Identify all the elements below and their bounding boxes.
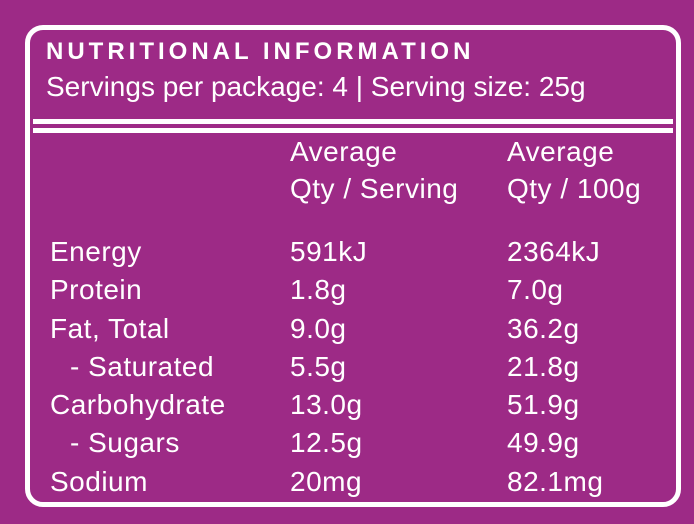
servings-info: Servings per package: 4 | Serving size: … xyxy=(46,71,586,102)
table-row-fat-total: Fat, Total 9.0g 36.2g xyxy=(50,310,670,348)
row-value-per-100g: 49.9g xyxy=(507,427,580,459)
row-value-per-100g: 36.2g xyxy=(507,312,580,344)
row-value-per-serving: 5.5g xyxy=(290,350,347,382)
row-value-per-100g: 2364kJ xyxy=(507,236,601,267)
column-headers-row: Average Qty / Serving Average Qty / 100g xyxy=(50,133,670,207)
nutrition-table: Average Qty / Serving Average Qty / 100g… xyxy=(30,133,676,501)
table-row-energy: Energy 591kJ 2364kJ xyxy=(50,233,670,271)
table-row-sugars: - Sugars 12.5g 49.9g xyxy=(50,424,670,462)
divider-gap xyxy=(30,124,676,128)
row-label: Energy xyxy=(50,236,142,267)
table-row-protein: Protein 1.8g 7.0g xyxy=(50,271,670,309)
header-divider xyxy=(30,119,676,133)
row-label: Carbohydrate xyxy=(50,389,226,421)
divider-line-top xyxy=(33,119,673,124)
nutrition-label-box: NUTRITIONAL INFORMATION Servings per pac… xyxy=(25,25,681,507)
row-value-per-100g: 7.0g xyxy=(507,274,564,306)
row-value-per-100g: 51.9g xyxy=(507,389,580,421)
table-rows: Energy 591kJ 2364kJ Protein 1.8g 7.0g Fa… xyxy=(50,233,670,501)
row-value-per-serving: 12.5g xyxy=(290,427,363,459)
row-label: Protein xyxy=(50,274,143,306)
column-header-spacer xyxy=(50,133,290,207)
divider-line-bottom xyxy=(33,128,673,133)
row-value-per-serving: 13.0g xyxy=(290,389,363,421)
row-label: Sodium xyxy=(50,465,148,497)
row-value-per-serving: 1.8g xyxy=(290,274,347,306)
row-label: Fat, Total xyxy=(50,312,170,344)
row-value-per-serving: 20mg xyxy=(290,465,363,497)
column-header-per-100g-line2: Qty / 100g xyxy=(507,173,642,204)
column-header-per-serving-line1: Average xyxy=(290,136,398,167)
row-value-per-100g: 21.8g xyxy=(507,350,580,382)
column-header-per-100g: Average Qty / 100g xyxy=(507,133,670,207)
panel-title: NUTRITIONAL INFORMATION xyxy=(46,38,475,65)
row-label: - Sugars xyxy=(70,427,180,459)
table-row-sodium: Sodium 20mg 82.1mg xyxy=(50,463,670,501)
column-header-per-100g-line1: Average xyxy=(507,136,615,167)
column-header-per-serving: Average Qty / Serving xyxy=(290,133,507,207)
table-row-saturated-fat: - Saturated 5.5g 21.8g xyxy=(50,348,670,386)
row-value-per-100g: 82.1mg xyxy=(507,465,604,497)
table-row-carbohydrate: Carbohydrate 13.0g 51.9g xyxy=(50,386,670,424)
row-label: - Saturated xyxy=(70,350,215,382)
column-header-per-serving-line2: Qty / Serving xyxy=(290,173,459,204)
label-header: NUTRITIONAL INFORMATION Servings per pac… xyxy=(30,30,676,119)
row-value-per-serving: 9.0g xyxy=(290,312,347,344)
row-value-per-serving: 591kJ xyxy=(290,236,368,267)
